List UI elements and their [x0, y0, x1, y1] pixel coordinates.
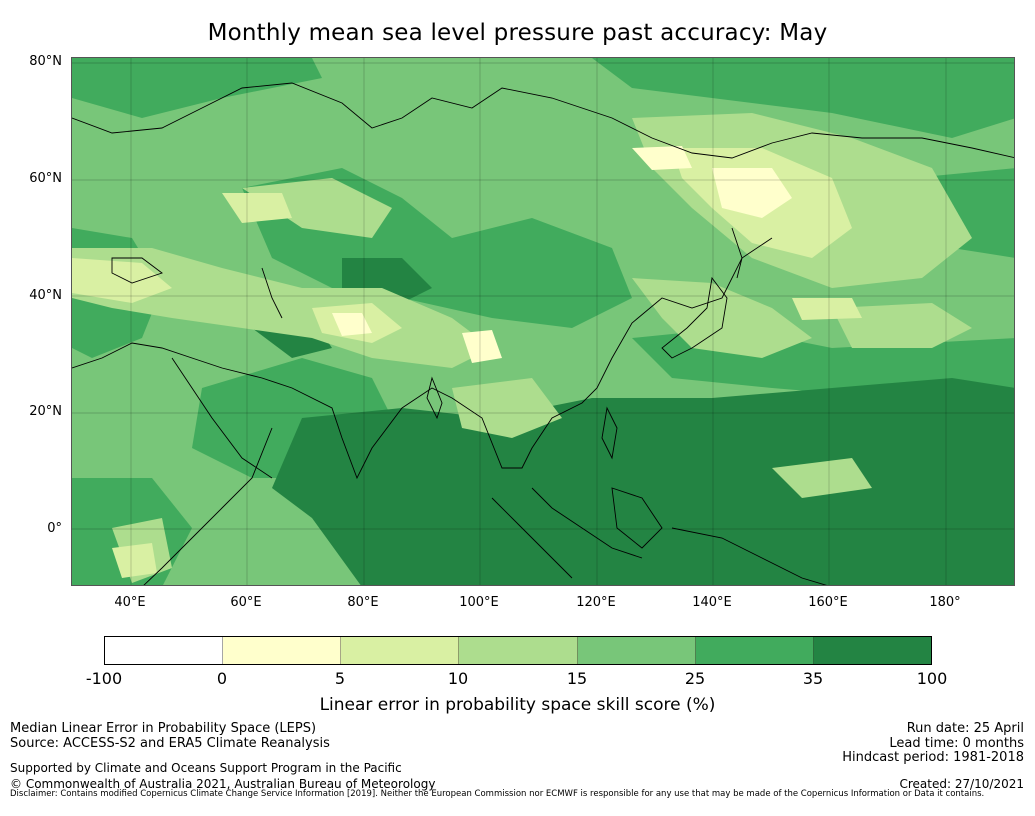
lat-label-80n: 80°N [29, 54, 62, 69]
colorbar [104, 636, 932, 665]
lat-label-60n: 60°N [29, 171, 62, 186]
footer-created-date: Created: 27/10/2021 [899, 777, 1024, 791]
skill-score-map [71, 57, 1015, 586]
footer-disclaimer: Disclaimer: Contains modified Copernicus… [10, 789, 985, 799]
colorbar-tick-5: 25 [684, 669, 706, 688]
lon-label-60e: 60°E [230, 595, 262, 610]
lat-label-20n: 20°N [29, 404, 62, 419]
lat-label-0: 0° [47, 521, 62, 536]
colorbar-segment-5 [695, 637, 814, 664]
colorbar-label: Linear error in probability space skill … [319, 695, 716, 715]
skill-zone-0-5 [332, 146, 792, 363]
map-canvas [72, 58, 1014, 585]
colorbar-tick-7: 100 [916, 669, 948, 688]
footer-support: Supported by Climate and Oceans Support … [10, 761, 402, 775]
colorbar-segment-2 [341, 637, 460, 664]
map-title: Monthly mean sea level pressure past acc… [207, 20, 828, 46]
colorbar-tick-2: 5 [334, 669, 346, 688]
colorbar-segment-6 [813, 637, 931, 664]
colorbar-tick-0: -100 [85, 669, 123, 688]
footer-lead-time: Lead time: 0 months [889, 736, 1024, 751]
colorbar-segment-0 [105, 637, 224, 664]
lon-label-80e: 80°E [347, 595, 379, 610]
footer-source: Source: ACCESS-S2 and ERA5 Climate Reana… [10, 736, 330, 751]
lon-label-40e: 40°E [114, 595, 146, 610]
lon-label-180: 180° [929, 595, 961, 610]
colorbar-segment-3 [459, 637, 578, 664]
lon-label-160e: 160°E [808, 595, 848, 610]
lon-label-100e: 100°E [459, 595, 499, 610]
colorbar-tick-4: 15 [566, 669, 588, 688]
colorbar-tick-3: 10 [447, 669, 469, 688]
footer-copyright: © Commonwealth of Australia 2021, Austra… [10, 777, 436, 791]
footer-method: Median Linear Error in Probability Space… [10, 721, 317, 736]
footer-run-date: Run date: 25 April [906, 721, 1024, 736]
colorbar-tick-6: 35 [802, 669, 824, 688]
colorbar-segment-4 [577, 637, 696, 664]
graticule [72, 58, 1014, 585]
coastlines [72, 82, 1014, 585]
lon-label-140e: 140°E [692, 595, 732, 610]
colorbar-segment-1 [223, 637, 342, 664]
colorbar-tick-1: 0 [216, 669, 228, 688]
lat-label-40n: 40°N [29, 288, 62, 303]
footer-hindcast-period: Hindcast period: 1981-2018 [842, 750, 1024, 765]
lon-label-120e: 120°E [576, 595, 616, 610]
